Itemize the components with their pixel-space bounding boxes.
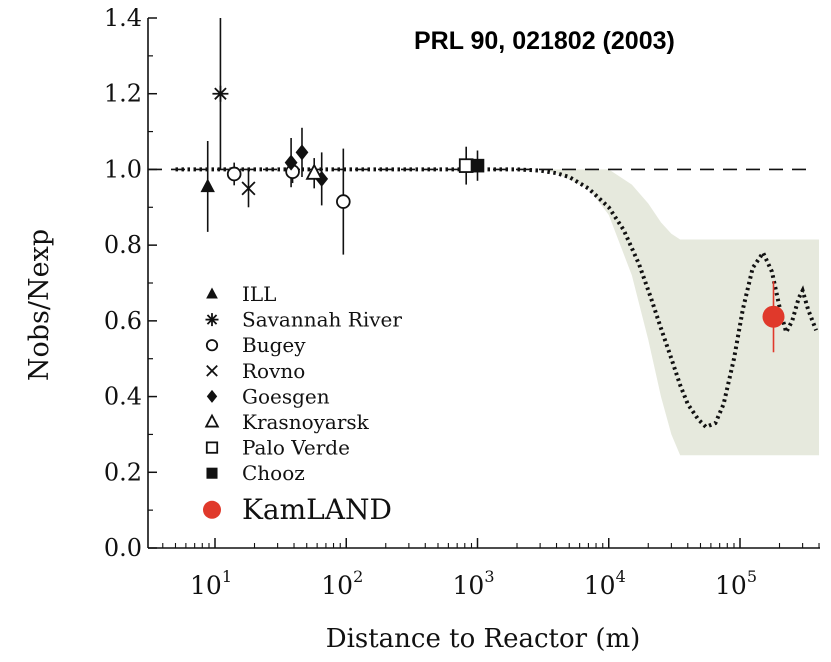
- x-tick-base: 10: [321, 571, 353, 600]
- y-tick-label: 1.0: [104, 155, 142, 183]
- allowed-band-area: [540, 169, 820, 456]
- legend-marker-rovno: [206, 364, 218, 377]
- legend-marker-chooz: [206, 467, 218, 479]
- x-tick-base: 10: [584, 571, 616, 600]
- marker-bugey: [226, 166, 242, 182]
- x-axis-label: Distance to Reactor (m): [326, 624, 641, 654]
- citation-label: PRL 90, 021802 (2003): [414, 27, 675, 55]
- marker-ill: [200, 178, 215, 193]
- legend-marker-kamland: [203, 500, 221, 519]
- marker-bugey: [336, 194, 351, 209]
- legend-label-palo-verde: Palo Verde: [242, 436, 350, 460]
- legend-label-chooz: Chooz: [242, 461, 305, 485]
- data-points: [200, 85, 785, 328]
- marker-kamland: [762, 305, 785, 328]
- legend-marker-savannah-river: [205, 313, 219, 327]
- x-tick-exponent: 1: [222, 567, 232, 586]
- legend-marker-krasnoyarsk: [204, 413, 220, 428]
- marker-goesgen: [295, 144, 309, 161]
- marker-chooz: [470, 158, 485, 173]
- x-tick-exponent: 2: [353, 567, 363, 586]
- y-tick-label: 1.2: [104, 80, 142, 108]
- legend-label-krasnoyarsk: Krasnoyarsk: [242, 410, 370, 434]
- x-tick-base: 10: [715, 571, 747, 600]
- x-tick-base: 10: [453, 571, 485, 600]
- y-tick-label: 0.4: [104, 383, 142, 411]
- marker-palo-verde: [458, 158, 474, 173]
- legend-marker-rovno-stroke: [206, 364, 218, 377]
- legend-label-savannah-river: Savannah River: [242, 308, 402, 332]
- legend-label-kamland: KamLAND: [242, 493, 392, 526]
- axes: [147, 17, 820, 549]
- x-tick-exponent: 3: [484, 567, 494, 586]
- y-tick-label: 0.2: [104, 458, 142, 486]
- x-tick-label: 103: [453, 567, 495, 600]
- legend-marker-palo-verde: [205, 441, 219, 454]
- legend-label-ill: ILL: [242, 282, 276, 306]
- y-axis-label: Nobs/Nexp: [24, 229, 55, 381]
- x-tick-exponent: 5: [747, 567, 757, 586]
- legend-marker-ill: [206, 287, 218, 299]
- marker-krasnoyarsk: [305, 163, 323, 180]
- legend-label-bugey: Bugey: [242, 333, 306, 357]
- legend-marker-goesgen: [206, 389, 218, 403]
- legend-label-goesgen: Goesgen: [242, 384, 330, 408]
- y-tick-label: 1.4: [104, 4, 142, 32]
- marker-savannah-river: [212, 85, 229, 102]
- legend-label-rovno: Rovno: [242, 359, 305, 383]
- y-tick-label: 0.0: [104, 534, 142, 562]
- marker-rovno-stroke: [241, 181, 256, 196]
- allowed-band: [540, 169, 820, 456]
- marker-goesgen: [284, 154, 298, 171]
- marker-rovno: [241, 181, 256, 196]
- x-tick-label: 102: [321, 567, 363, 600]
- x-tick-label: 105: [715, 567, 757, 600]
- x-tick-label: 104: [584, 567, 626, 600]
- x-tick-base: 10: [190, 571, 222, 600]
- y-tick-label: 0.8: [104, 231, 142, 259]
- legend-marker-bugey: [205, 339, 219, 352]
- x-tick-exponent: 4: [616, 567, 626, 586]
- x-tick-label: 101: [190, 567, 232, 600]
- y-tick-label: 0.6: [104, 307, 142, 335]
